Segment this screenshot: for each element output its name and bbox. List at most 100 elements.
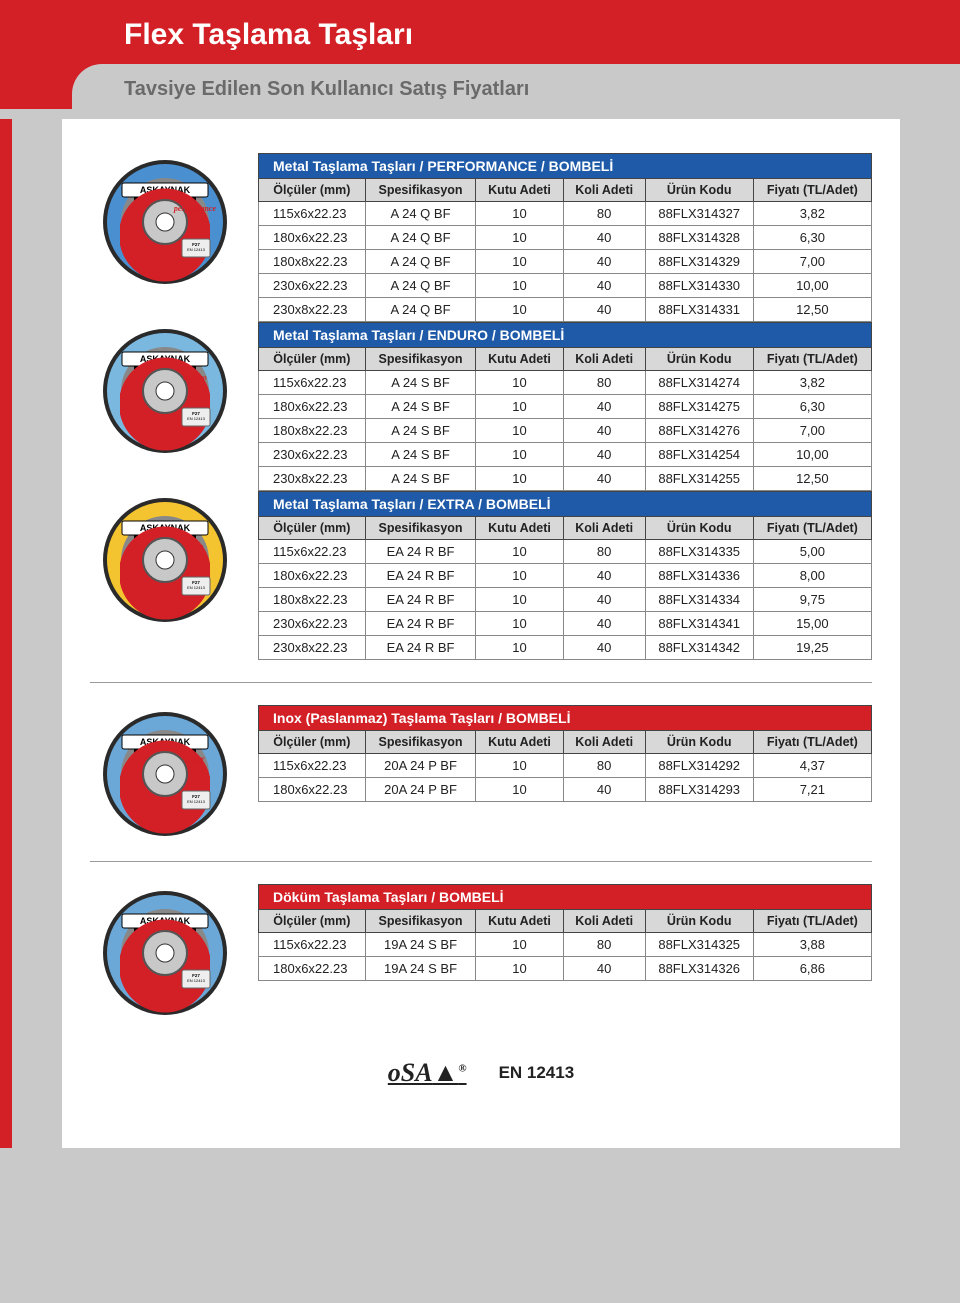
table-cell: A 24 Q BF <box>365 250 476 274</box>
table-column-header: Kutu Adeti <box>476 179 563 202</box>
product-section: ASKAYNAK A 24 Q BF F27 EN 12413 performa… <box>90 153 872 322</box>
table-column-header: Ürün Kodu <box>645 517 753 540</box>
table-column-header: Ürün Kodu <box>645 731 753 754</box>
table-cell: 12,50 <box>753 467 871 491</box>
table-cell: EA 24 R BF <box>365 588 476 612</box>
table-cell: 6,86 <box>753 957 871 981</box>
table-cell: 9,75 <box>753 588 871 612</box>
table-cell: 19A 24 S BF <box>365 957 476 981</box>
table-cell: 10 <box>476 419 563 443</box>
table-row: 230x6x22.23A 24 S BF104088FLX31425410,00 <box>259 443 872 467</box>
table-cell: 180x6x22.23 <box>259 564 366 588</box>
table-cell: A 24 Q BF <box>365 226 476 250</box>
disc-image-col: ASKAYNAK EA 24 R BF F27 EN 12413 extra <box>90 491 240 625</box>
table-cell: 180x8x22.23 <box>259 250 366 274</box>
table-column-header: Kutu Adeti <box>476 348 563 371</box>
table-column-header: Ürün Kodu <box>645 910 753 933</box>
table-column-header: Koli Adeti <box>563 179 645 202</box>
table-cell: 10 <box>476 395 563 419</box>
table-row: 115x6x22.2320A 24 P BF108088FLX3142924,3… <box>259 754 872 778</box>
table-cell: 6,30 <box>753 395 871 419</box>
table-row: 180x6x22.2319A 24 S BF104088FLX3143266,8… <box>259 957 872 981</box>
catalog-page: Flex Taşlama Taşları Tavsiye Edilen Son … <box>0 0 960 1148</box>
table-cell: 40 <box>563 778 645 802</box>
svg-text:enduro: enduro <box>183 373 207 382</box>
table-cell: 10 <box>476 564 563 588</box>
table-cell: 230x8x22.23 <box>259 636 366 660</box>
svg-text:EN 12413: EN 12413 <box>187 247 206 252</box>
left-red-strip <box>0 119 12 1148</box>
table-cell: 40 <box>563 419 645 443</box>
grinding-disc-icon: ASKAYNAK 19A 24 S BF F27 EN 12413 <box>100 888 230 1018</box>
table-column-header: Ürün Kodu <box>645 348 753 371</box>
table-cell: 88FLX314328 <box>645 226 753 250</box>
price-table: Metal Taşlama Taşları / EXTRA / BOMBELİÖ… <box>258 491 872 660</box>
table-title: Döküm Taşlama Taşları / BOMBELİ <box>259 885 872 910</box>
table-cell: 3,88 <box>753 933 871 957</box>
table-cell: 88FLX314330 <box>645 274 753 298</box>
product-section: ASKAYNAK EA 24 R BF F27 EN 12413 extra M… <box>90 491 872 660</box>
table-cell: 20A 24 P BF <box>365 778 476 802</box>
table-cell: 88FLX314342 <box>645 636 753 660</box>
table-column-header: Ölçüler (mm) <box>259 731 366 754</box>
disc-image-col: ASKAYNAK 19A 24 S BF F27 EN 12413 <box>90 884 240 1018</box>
table-row: 115x6x22.23EA 24 R BF108088FLX3143355,00 <box>259 540 872 564</box>
standard-label: EN 12413 <box>499 1063 575 1083</box>
table-cell: 10 <box>476 588 563 612</box>
table-cell: 40 <box>563 467 645 491</box>
page-subtitle: Tavsiye Edilen Son Kullanıcı Satış Fiyat… <box>124 78 960 101</box>
table-cell: EA 24 R BF <box>365 540 476 564</box>
table-row: 230x8x22.23EA 24 R BF104088FLX31434219,2… <box>259 636 872 660</box>
table-cell: A 24 Q BF <box>365 298 476 322</box>
svg-text:performance: performance <box>173 204 217 213</box>
table-cell: 4,37 <box>753 754 871 778</box>
table-cell: A 24 S BF <box>365 467 476 491</box>
table-cell: 88FLX314335 <box>645 540 753 564</box>
table-cell: 180x8x22.23 <box>259 419 366 443</box>
white-panel: ASKAYNAK A 24 Q BF F27 EN 12413 performa… <box>62 119 900 1148</box>
table-cell: 40 <box>563 250 645 274</box>
table-column-header: Ölçüler (mm) <box>259 348 366 371</box>
table-cell: 40 <box>563 957 645 981</box>
table-row: 115x6x22.23A 24 Q BF108088FLX3143273,82 <box>259 202 872 226</box>
svg-text:EN 12413: EN 12413 <box>187 978 206 983</box>
table-cell: 5,00 <box>753 540 871 564</box>
table-cell: 40 <box>563 443 645 467</box>
table-cell: 88FLX314275 <box>645 395 753 419</box>
table-cell: 88FLX314327 <box>645 202 753 226</box>
table-column-header: Fiyatı (TL/Adet) <box>753 731 871 754</box>
group-dokum: ASKAYNAK 19A 24 S BF F27 EN 12413 Döküm … <box>90 884 872 1018</box>
table-column-header: Spesifikasyon <box>365 348 476 371</box>
table-cell: 10,00 <box>753 443 871 467</box>
table-cell: 10 <box>476 612 563 636</box>
grinding-disc-icon: ASKAYNAK 20A 24 P BF F27 EN 12413 INOX <box>100 709 230 839</box>
table-cell: 40 <box>563 298 645 322</box>
table-column-header: Kutu Adeti <box>476 731 563 754</box>
table-cell: 80 <box>563 933 645 957</box>
table-cell: 115x6x22.23 <box>259 371 366 395</box>
table-cell: A 24 S BF <box>365 371 476 395</box>
table-cell: 40 <box>563 274 645 298</box>
table-cell: 88FLX314276 <box>645 419 753 443</box>
table-cell: EA 24 R BF <box>365 612 476 636</box>
table-cell: 180x6x22.23 <box>259 778 366 802</box>
table-row: 180x6x22.2320A 24 P BF104088FLX3142937,2… <box>259 778 872 802</box>
table-cell: 7,00 <box>753 250 871 274</box>
table-cell: 88FLX314274 <box>645 371 753 395</box>
product-section: ASKAYNAK A 24 S BF F27 EN 12413 enduro M… <box>90 322 872 491</box>
product-section: ASKAYNAK 19A 24 S BF F27 EN 12413 Döküm … <box>90 884 872 1018</box>
table-cell: 10 <box>476 933 563 957</box>
table-cell: 180x6x22.23 <box>259 226 366 250</box>
svg-text:INOX: INOX <box>184 756 206 765</box>
table-cell: EA 24 R BF <box>365 636 476 660</box>
table-cell: 88FLX314254 <box>645 443 753 467</box>
table-cell: 180x6x22.23 <box>259 395 366 419</box>
table-title: Metal Taşlama Taşları / PERFORMANCE / BO… <box>259 154 872 179</box>
product-section: ASKAYNAK 20A 24 P BF F27 EN 12413 INOX I… <box>90 705 872 839</box>
table-row: 180x8x22.23A 24 S BF104088FLX3142767,00 <box>259 419 872 443</box>
table-cell: 8,00 <box>753 564 871 588</box>
table-row: 230x8x22.23A 24 Q BF104088FLX31433112,50 <box>259 298 872 322</box>
table-cell: 88FLX314341 <box>645 612 753 636</box>
table-cell: A 24 S BF <box>365 395 476 419</box>
table-row: 180x6x22.23A 24 S BF104088FLX3142756,30 <box>259 395 872 419</box>
